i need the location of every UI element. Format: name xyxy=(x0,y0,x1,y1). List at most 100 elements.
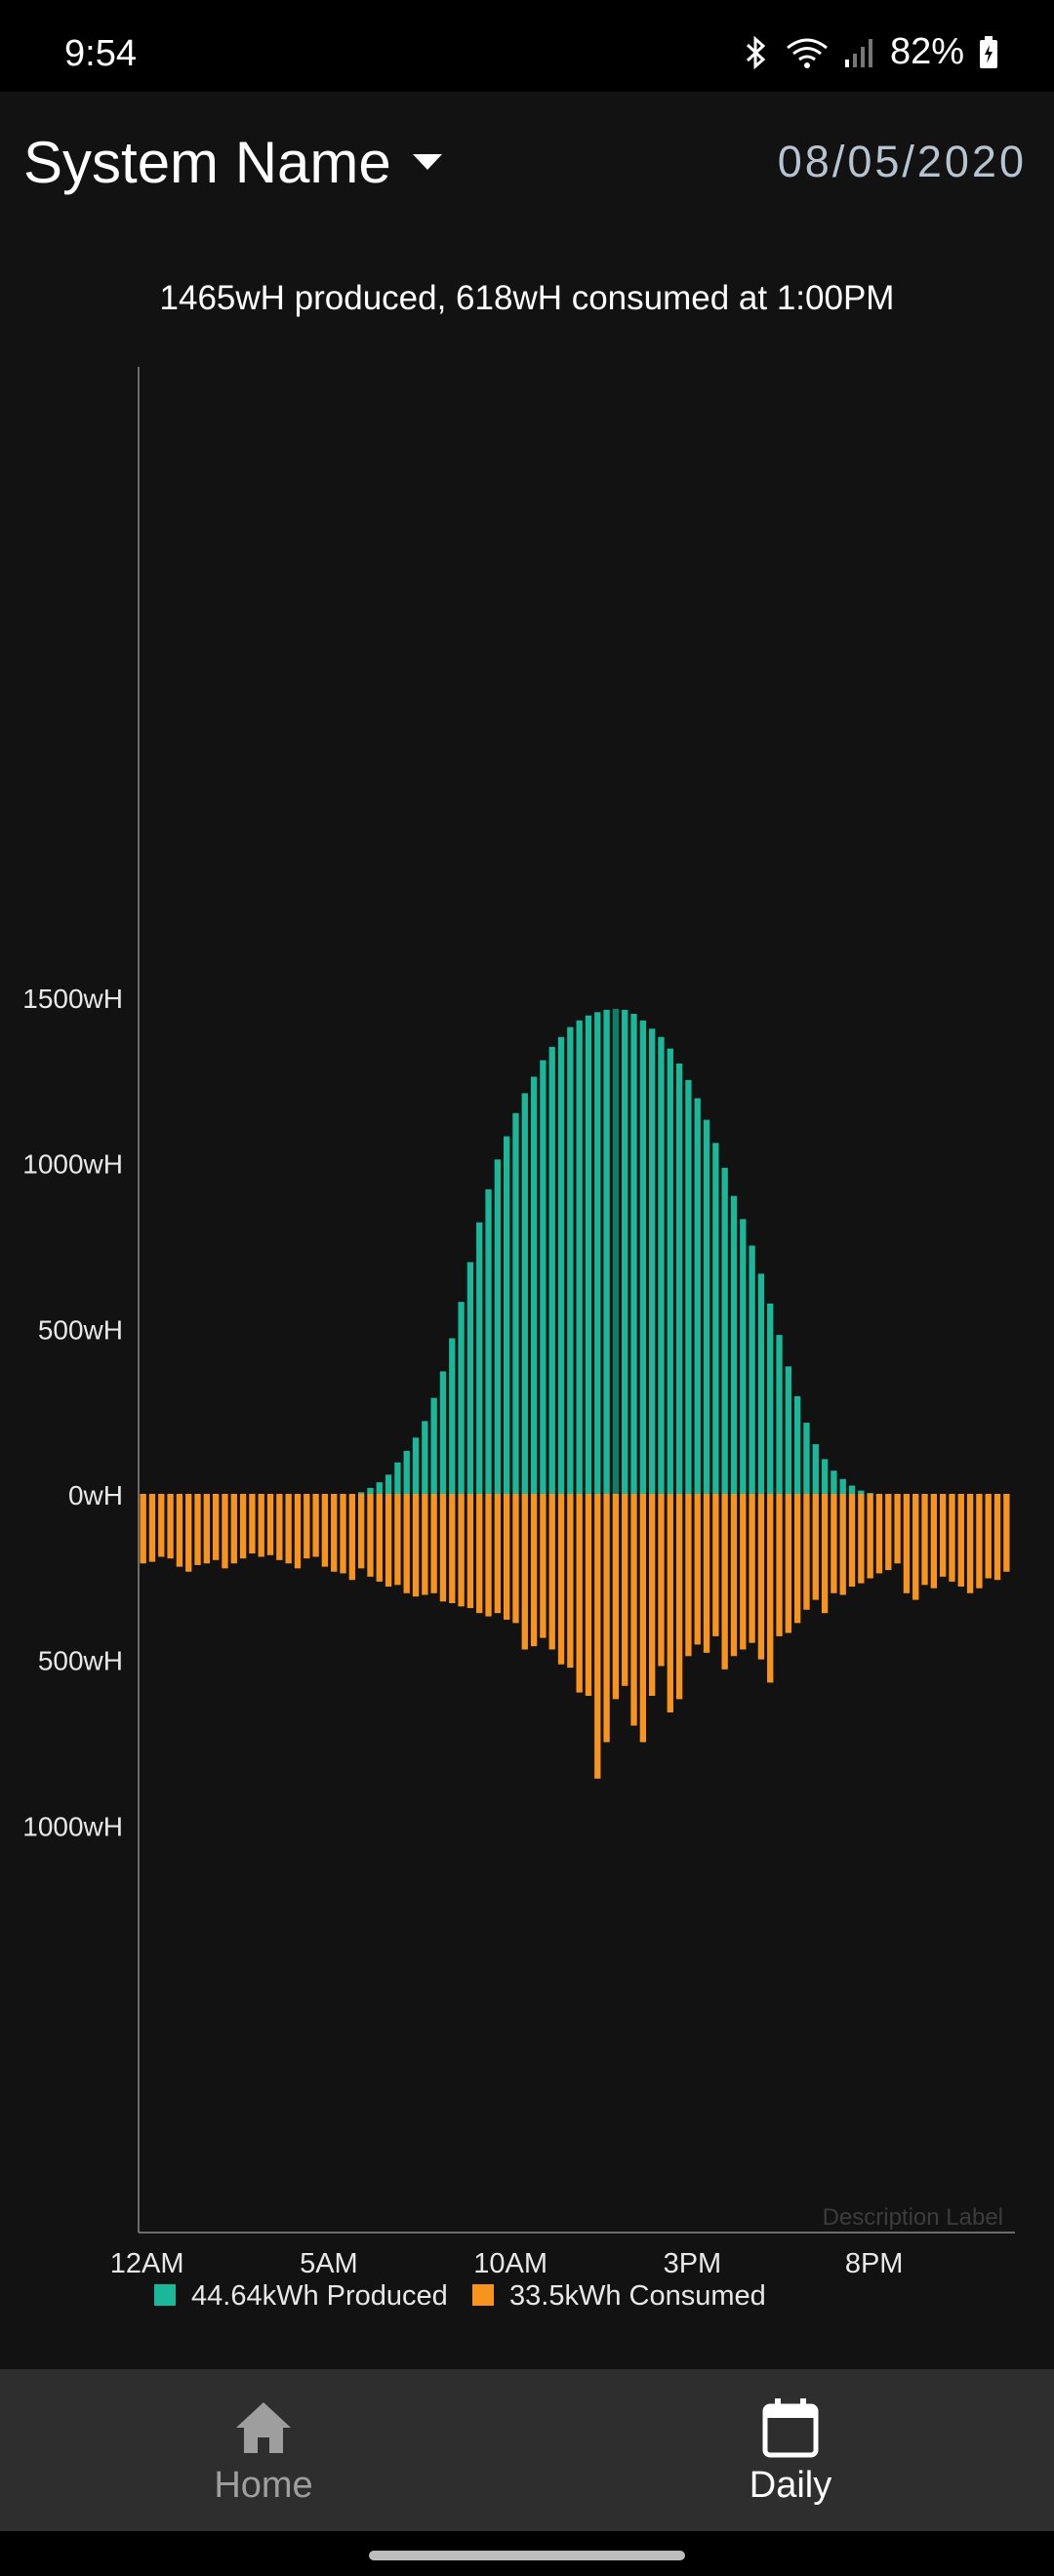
consumed-bar xyxy=(612,1494,620,1700)
y-tick-label: 500wH xyxy=(38,1646,123,1676)
consumed-bar xyxy=(912,1494,919,1600)
energy-chart[interactable]: 1500wH 1000wH 500wH 0wH 500wH 1000wH Descripti… xyxy=(0,92,1054,2369)
consumed-bar xyxy=(639,1494,647,1743)
consumed-bar xyxy=(540,1494,547,1638)
produced-bar xyxy=(622,1009,628,1494)
system-selector[interactable]: System Name xyxy=(23,129,442,196)
produced-bar xyxy=(422,1421,428,1494)
consumed-bar xyxy=(831,1494,837,1593)
consumed-bar xyxy=(348,1494,356,1581)
consumed-bar xyxy=(249,1494,256,1554)
x-tick-label: 10AM xyxy=(473,2248,547,2279)
consumed-bar xyxy=(140,1494,146,1564)
consumed-bar xyxy=(230,1494,237,1564)
produced-bar xyxy=(439,1371,447,1494)
y-tick-label: 0wH xyxy=(68,1480,123,1510)
consumed-bar xyxy=(485,1494,492,1617)
consumed-bar xyxy=(812,1494,819,1600)
produced-bar xyxy=(466,1262,474,1494)
legend-swatch xyxy=(472,2284,494,2306)
consumed-bar xyxy=(222,1494,228,1569)
produced-bar xyxy=(557,1036,565,1494)
consumed-bar xyxy=(930,1494,938,1589)
consumed-bar xyxy=(466,1494,474,1609)
consumed-bar xyxy=(949,1494,955,1582)
produced-bar xyxy=(540,1060,547,1494)
produced-bar xyxy=(858,1490,865,1494)
consumed-bar xyxy=(703,1494,710,1653)
gesture-handle[interactable] xyxy=(369,2551,685,2560)
consumed-bar xyxy=(449,1494,456,1603)
gesture-bar xyxy=(0,2531,1054,2576)
consumed-bar xyxy=(585,1494,592,1696)
nav-daily-label: Daily xyxy=(749,2465,832,2506)
consumed-bar xyxy=(304,1494,310,1559)
consumed-bar xyxy=(821,1494,829,1614)
legend-produced: 44.64kWh Produced xyxy=(154,2280,448,2312)
nav-daily[interactable]: Daily xyxy=(527,2369,1054,2531)
produced-bar xyxy=(376,1482,383,1494)
consumed-bar xyxy=(412,1494,420,1597)
consumed-bar xyxy=(548,1494,555,1650)
bottom-navigation: Home Daily xyxy=(0,2369,1054,2531)
produced-bar xyxy=(776,1335,783,1494)
consumed-bar xyxy=(167,1494,174,1559)
produced-bar xyxy=(567,1026,574,1494)
produced-bar xyxy=(730,1195,738,1494)
produced-bar xyxy=(803,1423,810,1494)
consumed-bar xyxy=(648,1494,656,1696)
produced-bar xyxy=(793,1395,801,1494)
consumed-bar xyxy=(557,1494,565,1665)
signal-icon xyxy=(844,38,872,67)
consumed-bar xyxy=(194,1494,201,1565)
dropdown-arrow-icon xyxy=(412,153,442,170)
produced-bar xyxy=(712,1143,719,1494)
consumed-bar xyxy=(721,1494,728,1670)
produced-bar xyxy=(385,1474,392,1494)
produced-bar xyxy=(685,1079,692,1495)
produced-bar xyxy=(612,1008,620,1494)
produced-bar xyxy=(485,1188,492,1494)
consumed-bar xyxy=(148,1494,156,1562)
produced-bar xyxy=(412,1437,420,1494)
battery-percent: 82% xyxy=(889,31,964,72)
consumed-bar xyxy=(957,1494,964,1587)
consumed-bar xyxy=(494,1494,502,1614)
produced-bar xyxy=(740,1219,747,1494)
consumed-bar xyxy=(422,1494,428,1595)
consumed-bar xyxy=(576,1494,583,1693)
produced-bar xyxy=(675,1063,683,1494)
produced-bar xyxy=(585,1015,592,1494)
consumed-bar xyxy=(394,1494,401,1586)
x-tick-label: 5AM xyxy=(300,2248,358,2279)
consumed-bar xyxy=(276,1494,283,1560)
status-time: 9:54 xyxy=(64,33,137,74)
produced-bar xyxy=(785,1366,792,1494)
consumed-bar xyxy=(793,1494,801,1624)
produced-bar xyxy=(767,1303,774,1494)
consumed-bar xyxy=(567,1494,574,1669)
produced-bar xyxy=(848,1485,856,1494)
consumed-bar xyxy=(430,1494,437,1593)
consumed-bar xyxy=(894,1494,901,1564)
produced-bar xyxy=(831,1470,837,1494)
consumed-bar xyxy=(658,1494,665,1667)
system-name: System Name xyxy=(23,130,391,195)
consumed-bar xyxy=(903,1494,911,1593)
produced-bar xyxy=(630,1014,637,1494)
consumed-bar xyxy=(803,1494,810,1610)
produced-bar xyxy=(639,1020,647,1494)
y-tick-label: 1500wH xyxy=(22,984,123,1014)
consumed-bar xyxy=(858,1494,865,1584)
consumed-bar xyxy=(603,1494,610,1743)
produced-bar xyxy=(512,1112,519,1494)
nav-home[interactable]: Home xyxy=(0,2369,527,2531)
date-picker[interactable]: 08/05/2020 xyxy=(777,137,1027,186)
produced-bar xyxy=(821,1459,829,1494)
consumed-bar xyxy=(767,1494,774,1683)
produced-bar xyxy=(812,1444,819,1494)
x-tick-label: 12AM xyxy=(110,2248,184,2279)
produced-bar xyxy=(494,1159,502,1494)
consumed-bar xyxy=(712,1494,719,1636)
consumed-bar xyxy=(630,1494,637,1726)
